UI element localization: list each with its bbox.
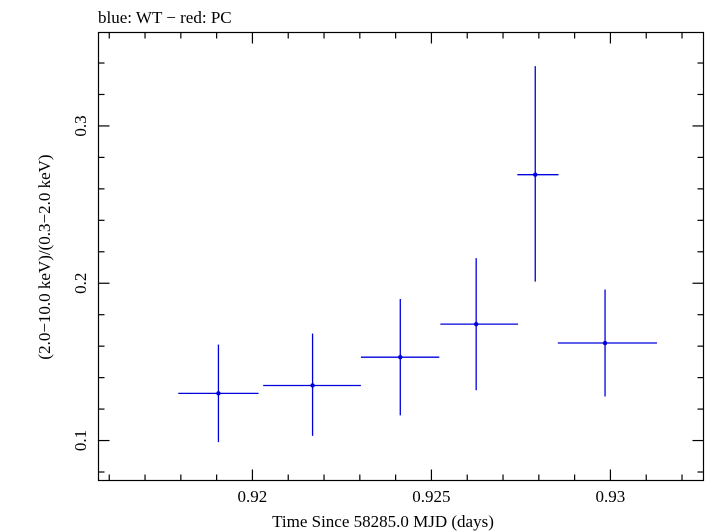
data-marker bbox=[533, 172, 538, 177]
data-marker bbox=[398, 354, 403, 360]
y-tick-label: 0.2 bbox=[71, 273, 90, 294]
data-point bbox=[517, 66, 559, 282]
data-point bbox=[440, 258, 519, 391]
data-marker bbox=[216, 391, 221, 396]
y-tick-label: 0.3 bbox=[71, 115, 90, 136]
x-axis: 0.92 0.925 0.93 bbox=[108, 32, 683, 506]
data-marker bbox=[310, 383, 315, 388]
data-marker bbox=[473, 321, 479, 327]
data-point bbox=[178, 344, 259, 443]
data-series-wt bbox=[178, 66, 657, 443]
x-tick-label: 0.93 bbox=[596, 487, 626, 506]
data-point bbox=[557, 289, 657, 397]
x-tick-label: 0.92 bbox=[238, 487, 268, 506]
y-axis: 0.1 0.2 0.3 bbox=[71, 62, 704, 473]
data-point bbox=[360, 298, 440, 416]
plot-frame bbox=[97, 31, 705, 482]
y-axis-label: (2.0−10.0 keV)/(0.3−2.0 keV) bbox=[35, 154, 54, 359]
chart-title: blue: WT − red: PC bbox=[98, 8, 232, 27]
y-tick-label: 0.1 bbox=[71, 430, 90, 451]
x-axis-label: Time Since 58285.0 MJD (days) bbox=[272, 512, 494, 531]
data-point bbox=[263, 333, 361, 436]
data-marker bbox=[602, 340, 608, 346]
x-tick-label: 0.925 bbox=[412, 487, 450, 506]
